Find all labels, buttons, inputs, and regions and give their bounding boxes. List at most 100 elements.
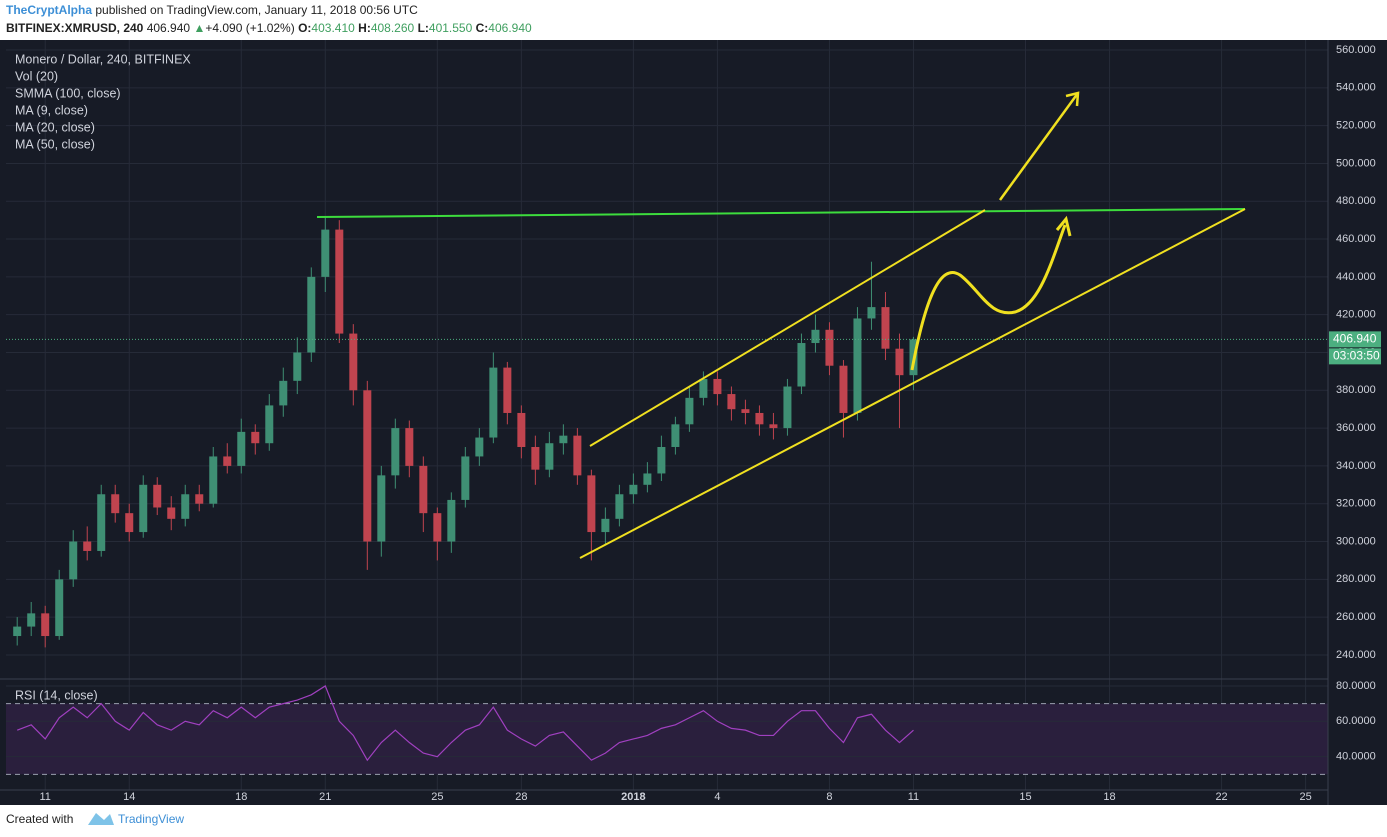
c: 406.940	[488, 21, 532, 35]
channel-upper	[589, 209, 986, 447]
chart-bg	[0, 40, 1387, 805]
x-tick-label: 18	[1103, 791, 1115, 803]
candle-body	[27, 613, 36, 627]
candle-body	[811, 329, 820, 344]
footer-bg	[0, 805, 1387, 837]
candle-body	[573, 435, 582, 476]
y-tick-label: 540.000	[1336, 82, 1376, 94]
y-tick-label: 380.000	[1336, 384, 1376, 396]
h: 408.260	[371, 21, 415, 35]
x-tick-label: 25	[1299, 791, 1311, 803]
candle-body	[769, 424, 778, 429]
y-tick-label: 240.000	[1336, 649, 1376, 661]
candle-body	[531, 446, 540, 470]
grid	[6, 40, 1328, 790]
candle-body	[181, 494, 190, 519]
candle-body	[713, 378, 722, 395]
candle-body	[559, 435, 568, 444]
y-tick-label: 560.000	[1336, 44, 1376, 56]
o: 403.410	[311, 21, 355, 35]
path-arrow	[910, 215, 1072, 371]
candle-body	[545, 443, 554, 470]
candle-body	[405, 428, 414, 466]
x-tick-label: 11	[40, 791, 51, 803]
candle-body	[489, 367, 498, 438]
candle-body	[797, 343, 806, 387]
y-tick-label: 260.000	[1336, 611, 1376, 623]
candle-body	[629, 484, 638, 495]
y-tick-label: 280.000	[1336, 573, 1376, 585]
y-tick-label: 460.000	[1336, 233, 1376, 245]
candle-body	[783, 386, 792, 429]
y-tick-label: 60.0000	[1336, 715, 1376, 727]
candle-body	[853, 318, 862, 413]
candle-body	[419, 465, 428, 514]
footer-brand[interactable]: TradingView	[118, 812, 184, 826]
y-tick-label: 80.0000	[1336, 680, 1376, 692]
candle-body	[615, 494, 624, 519]
quote-line: BITFINEX:XMRUSD, 240 406.940 ▲+4.090 (+1…	[6, 21, 532, 35]
candle-body	[293, 352, 302, 381]
candle-body	[69, 541, 78, 580]
candle-body	[671, 424, 680, 447]
x-tick-label: 8	[826, 791, 832, 803]
last-price-label: 406.940	[1333, 332, 1377, 346]
c-label: C:	[476, 21, 489, 35]
y-tick-label: 360.000	[1336, 422, 1376, 434]
x-tick-label: 25	[431, 791, 443, 803]
x-tick-label: 4	[714, 791, 720, 803]
candle-body	[825, 329, 834, 366]
candle-body	[279, 380, 288, 406]
candle-body	[321, 229, 330, 277]
candle-body	[881, 307, 890, 349]
candle-body	[167, 507, 176, 519]
rsi-band	[6, 703, 1328, 775]
marks: 240.000 260.000 280.000 300.000 320.000 340.0…	[6, 44, 1381, 803]
countdown: 03:03:50	[1333, 349, 1380, 363]
candle-body	[307, 276, 316, 353]
chart-title: Monero / Dollar, 240, BITFINEX	[15, 52, 191, 66]
candle-body	[867, 307, 876, 319]
header-line: TheCryptAlpha published on TradingView.c…	[6, 3, 418, 17]
indicator: MA (50, close)	[15, 137, 95, 151]
candle-body	[363, 390, 372, 542]
candle-body	[41, 613, 50, 637]
candle-body	[139, 484, 148, 533]
breakout-arrow	[998, 91, 1080, 201]
y-tick-label: 420.000	[1336, 309, 1376, 321]
y-tick-label: 340.000	[1336, 460, 1376, 472]
candle-body	[699, 378, 708, 398]
candle-body	[111, 494, 120, 514]
published: published on TradingView.com, January 11…	[92, 3, 418, 17]
candle-body	[601, 518, 610, 533]
x-tick-label: 22	[1215, 791, 1227, 803]
candle-body	[517, 412, 526, 447]
candle-body	[237, 431, 246, 466]
candle-body	[503, 367, 512, 413]
y-tick-label: 500.000	[1336, 157, 1376, 169]
h-label: H:	[358, 21, 371, 35]
y-tick-label: 520.000	[1336, 120, 1376, 132]
author[interactable]: TheCryptAlpha	[6, 3, 92, 17]
candle-body	[433, 513, 442, 542]
y-tick-label: 480.000	[1336, 195, 1376, 207]
l: 401.550	[429, 21, 473, 35]
candle-body	[97, 494, 106, 551]
candle-body	[335, 229, 344, 334]
x-tick-label: 2018	[621, 791, 645, 803]
candle-body	[223, 456, 232, 466]
indicator: MA (9, close)	[15, 103, 88, 117]
candle-body	[741, 409, 750, 413]
indicator: SMMA (100, close)	[15, 86, 121, 100]
y-tick-label: 320.000	[1336, 498, 1376, 510]
candle-body	[265, 405, 274, 444]
l-label: L:	[418, 21, 429, 35]
x-tick-label: 15	[1019, 791, 1031, 803]
header-bg	[0, 0, 1387, 40]
candle-body	[461, 456, 470, 500]
candle-body	[251, 431, 260, 444]
candle-body	[657, 446, 666, 474]
footer-created: Created with	[6, 812, 73, 826]
price: 406.940	[147, 21, 191, 35]
candle-body	[643, 473, 652, 485]
